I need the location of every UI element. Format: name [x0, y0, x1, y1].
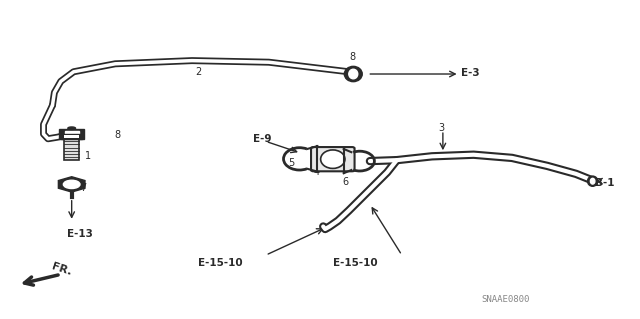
FancyBboxPatch shape: [311, 147, 355, 171]
Text: 8: 8: [114, 130, 120, 140]
Ellipse shape: [349, 69, 358, 79]
Text: E-15-10: E-15-10: [198, 258, 243, 268]
Text: B-1: B-1: [595, 178, 614, 189]
Ellipse shape: [588, 176, 598, 186]
Text: FR.: FR.: [50, 262, 72, 278]
Ellipse shape: [68, 127, 76, 130]
Text: E-15-10: E-15-10: [333, 258, 378, 268]
Text: 8: 8: [349, 52, 355, 63]
Text: 4: 4: [314, 167, 320, 177]
Text: 7: 7: [80, 183, 86, 193]
Text: 5: 5: [288, 158, 294, 168]
Circle shape: [63, 180, 80, 189]
Ellipse shape: [590, 178, 595, 184]
Ellipse shape: [321, 150, 345, 168]
Text: 1: 1: [85, 151, 92, 161]
FancyBboxPatch shape: [64, 139, 79, 160]
Text: E-9: E-9: [253, 134, 271, 144]
Text: 2: 2: [195, 67, 202, 77]
FancyBboxPatch shape: [64, 135, 79, 138]
Text: 6: 6: [342, 177, 349, 187]
Ellipse shape: [344, 66, 362, 82]
FancyBboxPatch shape: [61, 134, 82, 139]
Text: E-3: E-3: [461, 68, 479, 78]
Bar: [65, 131, 79, 137]
Text: 3: 3: [438, 122, 445, 133]
Bar: [59, 129, 84, 139]
Text: E-13: E-13: [67, 229, 93, 240]
Text: SNAAE0800: SNAAE0800: [481, 295, 530, 304]
